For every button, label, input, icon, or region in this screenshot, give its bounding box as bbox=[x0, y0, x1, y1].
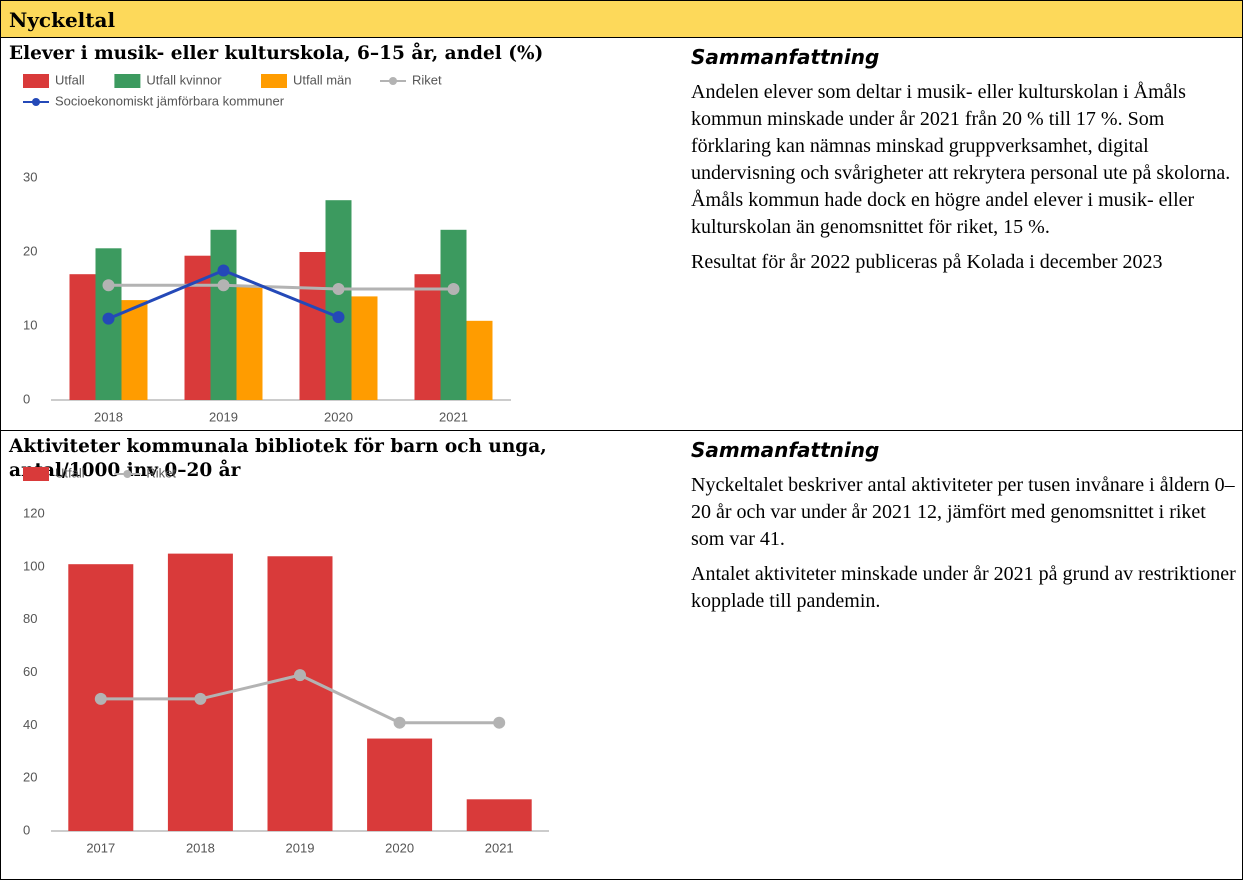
legend-label: Utfall bbox=[55, 72, 85, 87]
header: Nyckeltal bbox=[1, 1, 1242, 38]
summary-title: Sammanfattning bbox=[691, 438, 880, 462]
legend-label: Riket bbox=[146, 465, 176, 480]
legend-swatch bbox=[23, 467, 49, 481]
legend-swatch bbox=[32, 98, 40, 106]
point bbox=[447, 283, 460, 295]
x-tick-label: 2017 bbox=[86, 840, 115, 855]
bar bbox=[367, 738, 433, 831]
legend-label: Riket bbox=[412, 72, 442, 87]
point bbox=[217, 279, 230, 292]
x-tick-label: 2020 bbox=[324, 409, 353, 424]
x-tick-label: 2021 bbox=[439, 409, 468, 424]
x-tick-label: 2019 bbox=[286, 840, 315, 855]
legend-label: Utfall män bbox=[293, 72, 352, 87]
y-tick-label: 20 bbox=[23, 243, 37, 258]
bar bbox=[299, 252, 326, 400]
paragraph: Resultat för år 2022 publiceras på Kolad… bbox=[691, 251, 1163, 273]
point bbox=[194, 692, 207, 705]
y-tick-label: 80 bbox=[23, 611, 37, 626]
bar bbox=[440, 229, 467, 400]
bar bbox=[267, 556, 333, 831]
bar bbox=[466, 320, 493, 400]
x-tick-label: 2020 bbox=[385, 840, 414, 855]
y-tick-label: 0 bbox=[23, 822, 30, 837]
legend-label: Utfall kvinnor bbox=[146, 72, 222, 87]
x-tick-label: 2021 bbox=[485, 840, 514, 855]
bar bbox=[414, 274, 441, 400]
paragraph: Andelen elever som deltar i musik- eller… bbox=[691, 81, 1231, 238]
legend-swatch bbox=[23, 74, 49, 88]
bar bbox=[121, 300, 148, 400]
y-tick-label: 40 bbox=[23, 717, 37, 732]
legend-label: Socioekonomiskt jämförbara kommuner bbox=[55, 93, 285, 108]
bar bbox=[210, 229, 237, 400]
row: Elever i musik- eller kulturskola, 6–15 … bbox=[1, 38, 1242, 431]
point bbox=[94, 692, 107, 705]
y-tick-label: 30 bbox=[23, 169, 37, 184]
bar bbox=[351, 296, 378, 400]
legend-swatch bbox=[114, 74, 141, 88]
point bbox=[393, 716, 406, 729]
summary: Sammanfattning Nyckeltalet beskriver ant… bbox=[691, 437, 1239, 623]
point bbox=[332, 283, 345, 295]
line bbox=[108, 283, 454, 291]
point bbox=[102, 279, 115, 292]
chart: 0 10 20 30 2018 2019 2020 2021 Utfall Utfall kvin… bbox=[23, 72, 511, 424]
header-title: Nyckeltal bbox=[9, 8, 116, 32]
row: Aktiviteter kommunala bibliotek för barn… bbox=[1, 431, 1242, 879]
x-tick-label: 2019 bbox=[209, 409, 238, 424]
x-tick-label: 2018 bbox=[94, 409, 123, 424]
y-tick-label: 60 bbox=[23, 664, 37, 679]
bar bbox=[236, 285, 263, 400]
point bbox=[332, 311, 345, 324]
x-tick-label: 2018 bbox=[186, 840, 215, 855]
y-tick-label: 0 bbox=[23, 391, 30, 406]
legend-swatch bbox=[261, 74, 287, 88]
paragraph: Nyckeltalet beskriver antal aktiviteter … bbox=[691, 474, 1235, 550]
paragraph: Antalet aktiviteter minskade under år 20… bbox=[691, 563, 1236, 612]
point bbox=[217, 264, 230, 277]
chart-title: Aktiviteter kommunala bibliotek för barn… bbox=[9, 436, 547, 481]
summary-title: Sammanfattning bbox=[691, 45, 880, 69]
point bbox=[493, 716, 506, 729]
point bbox=[294, 669, 306, 682]
bar bbox=[466, 799, 532, 831]
bar bbox=[325, 200, 352, 400]
point bbox=[102, 312, 115, 325]
legend-label: Utfall bbox=[55, 465, 85, 480]
chart-title: Elever i musik- eller kulturskola, 6–15 … bbox=[9, 43, 544, 64]
chart: 0 20 40 60 80 100 120 2017 2018 2019 2020 2021 Utfal… bbox=[23, 465, 549, 855]
summary: Sammanfattning Andelen elever som deltar… bbox=[691, 44, 1239, 284]
legend-swatch bbox=[123, 470, 132, 478]
y-tick-label: 10 bbox=[23, 317, 37, 332]
bar bbox=[69, 274, 96, 400]
y-tick-label: 20 bbox=[23, 770, 37, 785]
y-tick-label: 100 bbox=[23, 558, 45, 573]
y-tick-label: 120 bbox=[23, 505, 45, 520]
legend-swatch bbox=[389, 77, 397, 85]
